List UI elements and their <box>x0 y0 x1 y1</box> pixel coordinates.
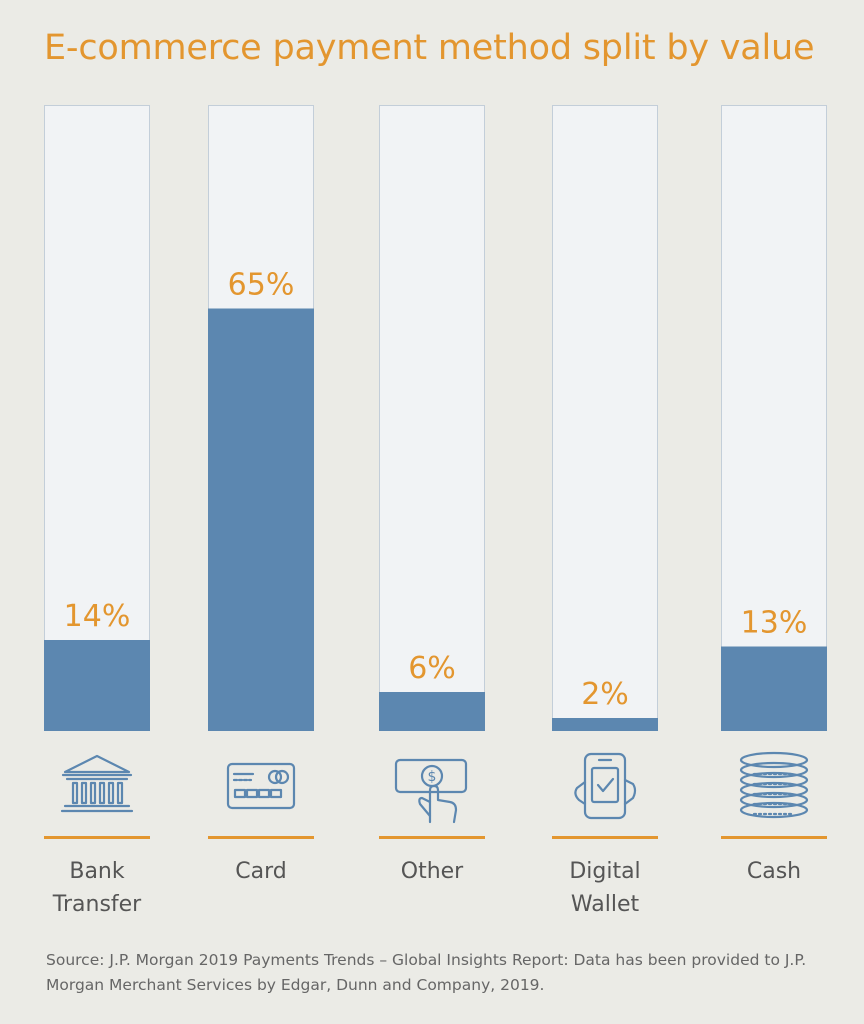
bar <box>721 646 827 731</box>
bar-track <box>379 105 485 731</box>
coins-icon <box>739 751 809 819</box>
value-label: 13% <box>741 606 808 641</box>
bar-track <box>721 105 827 731</box>
bar-track <box>552 105 658 731</box>
value-label: 2% <box>581 677 629 712</box>
category-label: Bank <box>69 859 125 884</box>
bar <box>379 692 485 731</box>
bank-icon <box>60 754 134 813</box>
source-note: Source: J.P. Morgan 2019 Payments Trends… <box>46 951 807 994</box>
credit-card-icon <box>226 762 296 810</box>
bar-chart: 14% Bank Transfer 65% Card 6% $ Other 2% Digital W… <box>44 105 827 917</box>
category-label: Digital <box>569 859 640 884</box>
category-label: Other <box>401 859 464 884</box>
category-label: Cash <box>747 859 801 884</box>
category-label: Wallet <box>571 892 640 917</box>
category-label: Transfer <box>52 892 142 917</box>
cash-payment-icon: $ <box>394 758 468 824</box>
divider-line <box>721 836 827 839</box>
bar <box>552 718 658 731</box>
divider-line <box>552 836 658 839</box>
value-label: 14% <box>64 599 131 634</box>
category-label: Card <box>235 859 286 884</box>
value-label: 6% <box>408 651 456 686</box>
svg-text:$: $ <box>428 769 437 785</box>
divider-line <box>208 836 314 839</box>
mobile-wallet-icon <box>574 752 637 820</box>
chart-title: E-commerce payment method split by value <box>44 28 815 68</box>
value-label: 65% <box>228 268 295 303</box>
divider-line <box>379 836 485 839</box>
bar <box>44 640 150 731</box>
divider-line <box>44 836 150 839</box>
bar-track <box>44 105 150 731</box>
bar <box>208 308 314 731</box>
